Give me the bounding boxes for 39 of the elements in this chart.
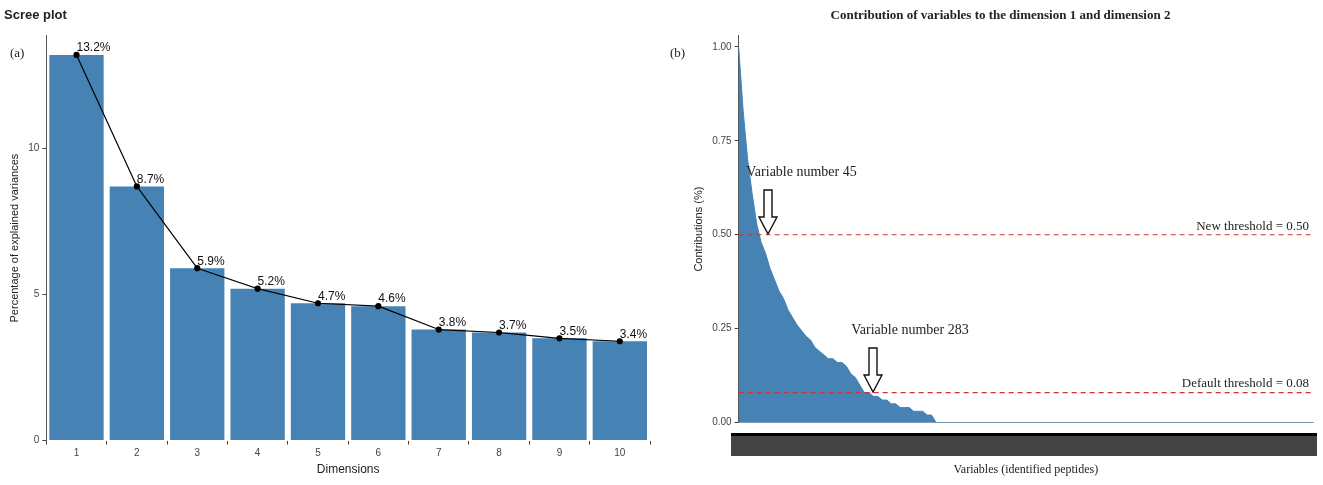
chart-title: Contribution of variables to the dimension 1 and dimension 2 <box>830 7 1171 23</box>
data-label: 5.2% <box>257 273 286 288</box>
x-axis-title: Dimensions <box>316 462 380 477</box>
ref-line-label: Default threshold = 0.08 <box>1181 375 1309 391</box>
y-tick-label: 1.00 <box>712 40 733 52</box>
x-tick-label: 8 <box>496 447 503 459</box>
text: (a) <box>10 45 25 61</box>
x-tick-label: 4 <box>254 447 261 459</box>
data-label: 3.5% <box>559 323 588 338</box>
y-tick-label: 0.00 <box>712 416 733 428</box>
y-tick-label: 10 <box>28 142 40 154</box>
y-tick-label: 0.75 <box>712 134 733 146</box>
chart-title: Scree plot <box>4 7 68 23</box>
data-label: 3.7% <box>499 317 527 332</box>
x-tick-label: 7 <box>435 447 442 459</box>
data-label: 4.7% <box>317 288 346 303</box>
x-tick-label: 2 <box>134 447 141 459</box>
ref-line-label: New threshold = 0.50 <box>1196 217 1309 233</box>
x-tick-label: 5 <box>315 447 322 459</box>
y-tick-label: 5 <box>33 288 40 300</box>
y-tick-label: 0.25 <box>712 322 733 334</box>
y-tick-label: 0.50 <box>712 228 733 240</box>
y-axis-title: Contributions (%) <box>691 186 704 272</box>
x-tick-label: 3 <box>194 447 201 459</box>
y-axis-title: Percentage of explained variances <box>7 153 20 323</box>
data-label: 5.9% <box>197 253 225 268</box>
data-label: 3.8% <box>438 314 467 329</box>
annotation: Variable number 283 <box>851 322 969 338</box>
data-label: 8.7% <box>136 171 165 186</box>
data-label: 4.6% <box>378 291 407 306</box>
y-tick-label: 0 <box>33 434 40 446</box>
x-tick-label: 10 <box>614 447 626 459</box>
x-tick-label: 6 <box>375 447 382 459</box>
data-label: 3.4% <box>619 326 648 341</box>
x-tick-label: 1 <box>73 447 80 459</box>
data-label: 13.2% <box>76 40 111 55</box>
text: (b) <box>670 45 686 61</box>
x-tick-label: 9 <box>556 447 563 459</box>
x-axis-title: Variables (identified peptides) <box>953 461 1099 476</box>
